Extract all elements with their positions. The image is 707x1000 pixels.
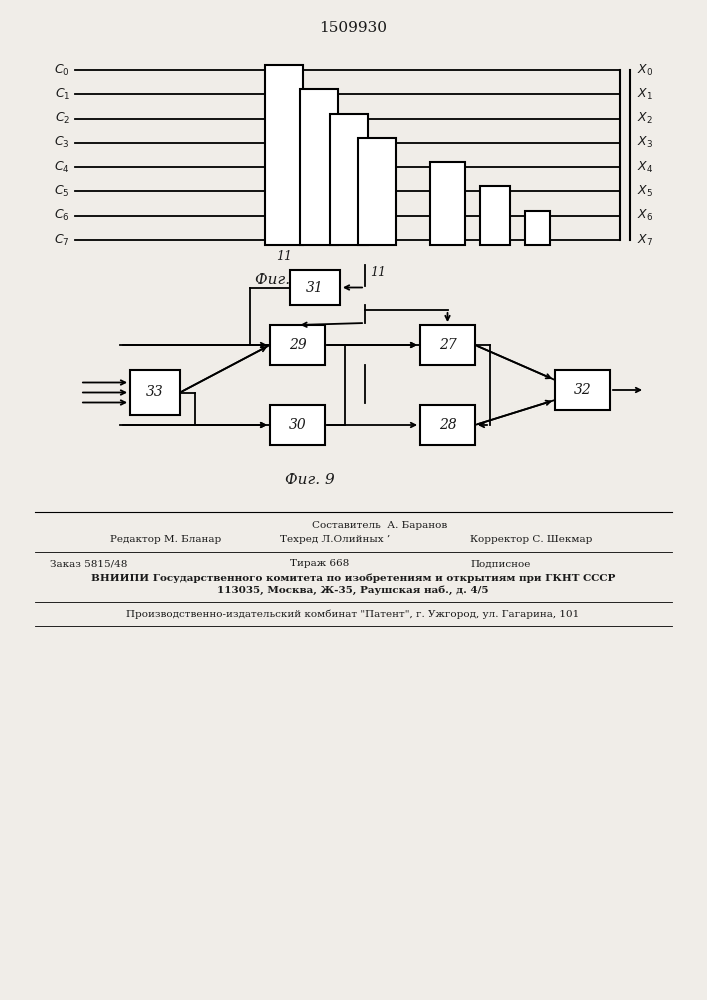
Text: $C_{7}$: $C_{7}$ [54, 232, 70, 248]
Bar [265, 65, 303, 245]
Bar [480, 186, 510, 245]
Bar [130, 370, 180, 415]
Text: 28: 28 [438, 418, 457, 432]
Text: $C_{4}$: $C_{4}$ [54, 160, 70, 175]
Text: Редактор М. Бланар: Редактор М. Бланар [110, 536, 221, 544]
Text: 1509930: 1509930 [319, 21, 387, 35]
Text: 31: 31 [306, 280, 324, 294]
Text: $C_{3}$: $C_{3}$ [54, 135, 70, 150]
Bar [358, 138, 396, 245]
Text: 27: 27 [438, 338, 457, 352]
Text: $X_{7}$: $X_{7}$ [637, 232, 653, 248]
Bar [420, 325, 475, 365]
Text: Производственно-издательский комбинат "Патент", г. Ужгород, ул. Гагарина, 101: Производственно-издательский комбинат "П… [127, 609, 580, 619]
Text: Подписное: Подписное [470, 560, 530, 568]
Text: $X_{0}$: $X_{0}$ [637, 62, 653, 78]
Text: $X_{6}$: $X_{6}$ [637, 208, 653, 223]
Text: Техред Л.Олийных ’: Техред Л.Олийных ’ [280, 536, 390, 544]
Text: $C_{0}$: $C_{0}$ [54, 62, 70, 78]
Text: Корректор С. Шекмар: Корректор С. Шекмар [470, 536, 592, 544]
Text: 33: 33 [146, 385, 164, 399]
Bar [555, 370, 610, 410]
Bar [290, 270, 340, 305]
Text: Заказ 5815/48: Заказ 5815/48 [50, 560, 127, 568]
Bar [525, 211, 550, 245]
Bar [420, 405, 475, 445]
Text: Тираж 668: Тираж 668 [290, 560, 349, 568]
Text: 11: 11 [370, 266, 386, 279]
Text: Составитель  А. Баранов: Составитель А. Баранов [312, 522, 448, 530]
Bar [270, 405, 325, 445]
Bar [330, 114, 368, 245]
Text: $C_{6}$: $C_{6}$ [54, 208, 70, 223]
Text: Фиг. 9: Фиг. 9 [285, 473, 335, 487]
Text: $X_{1}$: $X_{1}$ [637, 87, 653, 102]
Text: $X_{2}$: $X_{2}$ [637, 111, 653, 126]
Text: 32: 32 [573, 383, 591, 397]
Text: ВНИИПИ Государственного комитета по изобретениям и открытиям при ГКНТ СССР: ВНИИПИ Государственного комитета по изоб… [90, 573, 615, 583]
Text: $X_{4}$: $X_{4}$ [637, 160, 653, 175]
Text: $X_{5}$: $X_{5}$ [637, 184, 653, 199]
Text: $C_{2}$: $C_{2}$ [54, 111, 70, 126]
Bar [430, 162, 465, 245]
Text: $X_{3}$: $X_{3}$ [637, 135, 653, 150]
Text: 29: 29 [288, 338, 306, 352]
Bar [300, 89, 338, 245]
Text: Фиг. 8: Фиг. 8 [255, 273, 305, 287]
Bar [270, 325, 325, 365]
Text: 30: 30 [288, 418, 306, 432]
Text: 113035, Москва, Ж-35, Раушская наб., д. 4/5: 113035, Москва, Ж-35, Раушская наб., д. … [217, 585, 489, 595]
Text: $C_{1}$: $C_{1}$ [54, 87, 70, 102]
Text: 11: 11 [276, 250, 292, 263]
Text: $C_{5}$: $C_{5}$ [54, 184, 70, 199]
